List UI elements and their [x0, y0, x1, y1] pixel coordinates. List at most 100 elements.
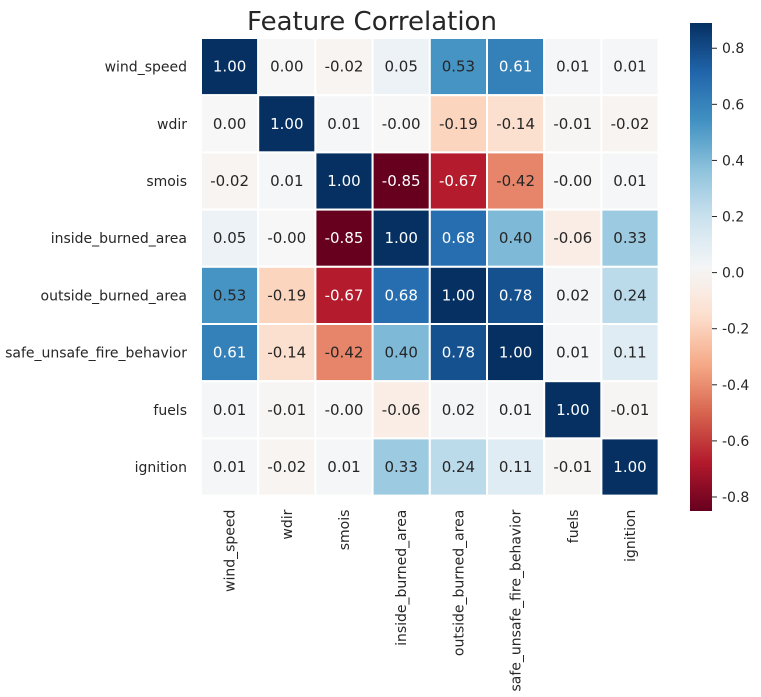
heatmap-cell	[600, 323, 660, 383]
heatmap-cell-value: -0.02	[267, 458, 306, 476]
heatmap-cell-value: 0.53	[213, 286, 246, 304]
chart-title: Feature Correlation	[247, 7, 497, 37]
y-tick-label: safe_unsafe_fire_behavior	[5, 346, 187, 362]
heatmap-cell-value: 0.02	[442, 401, 475, 419]
heatmap-cell-value: 0.05	[213, 229, 246, 247]
heatmap-cell	[600, 380, 660, 440]
heatmap-cell-value: 0.02	[556, 286, 589, 304]
heatmap-cell	[428, 151, 488, 211]
heatmap-cell	[371, 265, 431, 325]
heatmap-cell-value: 0.01	[613, 172, 646, 190]
y-tick-label: smois	[146, 174, 187, 190]
x-tick-label: smois	[337, 510, 353, 551]
heatmap-cell	[486, 151, 546, 211]
colorbar-tick-label: 0.2	[722, 210, 744, 226]
heatmap-cell	[600, 37, 660, 97]
heatmap-cell-value: -0.67	[325, 286, 364, 304]
heatmap-cell	[257, 380, 317, 440]
colorbar-tick-label: 0.0	[722, 266, 744, 282]
x-tick-label: fuels	[566, 510, 582, 544]
x-tick-label: outside_burned_area	[451, 510, 467, 656]
heatmap-cell-value: 0.01	[213, 458, 246, 476]
heatmap-cell-value: -0.42	[496, 172, 535, 190]
heatmap-cell-value: 1.00	[556, 401, 589, 419]
heatmap-cell	[257, 94, 317, 154]
colorbar-tick-label: 0.6	[722, 97, 744, 113]
heatmap-cell-value: 1.00	[327, 172, 360, 190]
heatmap-cell-value: 0.53	[442, 58, 475, 76]
heatmap-cell-value: -0.02	[325, 58, 364, 76]
heatmap-cell	[200, 151, 260, 211]
heatmap-cell	[257, 323, 317, 383]
heatmap-cell	[486, 323, 546, 383]
heatmap-cell-value: 0.00	[213, 115, 246, 133]
heatmap-cell-value: 1.00	[384, 229, 417, 247]
heatmap-cell-value: 0.01	[213, 401, 246, 419]
heatmap-cell	[371, 437, 431, 497]
colorbar-tick-label: -0.4	[722, 378, 749, 394]
heatmap-cell	[314, 151, 374, 211]
heatmap-cell-value: 0.05	[384, 58, 417, 76]
heatmap-cell-value: -0.00	[553, 172, 592, 190]
x-tick-label: inside_burned_area	[394, 510, 410, 646]
heatmap-cell-value: -0.67	[439, 172, 478, 190]
heatmap-cell	[200, 437, 260, 497]
heatmap-cell-value: 0.40	[499, 229, 532, 247]
y-tick-label: fuels	[153, 403, 187, 419]
heatmap-cell	[314, 437, 374, 497]
heatmap-cell-value: -0.01	[553, 458, 592, 476]
heatmap-cell-value: 0.68	[442, 229, 475, 247]
heatmap-cell	[200, 37, 260, 97]
heatmap-cell	[371, 151, 431, 211]
heatmap-cell-value: -0.85	[382, 172, 421, 190]
y-tick-label: wdir	[157, 117, 187, 133]
heatmap-cell-value: -0.00	[382, 115, 421, 133]
heatmap-cell-labels: 1.00 0.00 -0.02 0.05 0.53 0.61 0.01 0.01 0.00 1.0…	[210, 58, 649, 476]
heatmap-cell-value: 0.11	[499, 458, 532, 476]
heatmap-cell-value: -0.00	[325, 401, 364, 419]
heatmap-cell	[486, 437, 546, 497]
heatmap-cell-value: -0.42	[325, 344, 364, 362]
heatmap-cell-value: -0.06	[382, 401, 421, 419]
heatmap-cell-value: -0.01	[553, 115, 592, 133]
colorbar-gradient	[690, 23, 712, 511]
heatmap-cell-value: 0.01	[327, 458, 360, 476]
heatmap-cell-value: 1.00	[213, 58, 246, 76]
heatmap-cell	[428, 265, 488, 325]
heatmap-cell-value: -0.19	[439, 115, 478, 133]
heatmap-cell	[486, 380, 546, 440]
heatmap-cell-value: -0.19	[267, 286, 306, 304]
heatmap-cell-value: 0.01	[556, 58, 589, 76]
heatmap-cell	[543, 380, 603, 440]
heatmap-cell-value: 0.00	[270, 58, 303, 76]
heatmap-cell-value: 1.00	[270, 115, 303, 133]
y-tick-label: outside_burned_area	[41, 288, 187, 304]
y-tick-label: wind_speed	[105, 60, 187, 76]
heatmap-cell	[543, 151, 603, 211]
heatmap-cell-value: 0.01	[499, 401, 532, 419]
y-tick-label: ignition	[135, 460, 187, 476]
heatmap-cell-value: 0.01	[556, 344, 589, 362]
colorbar-tick-label: 0.8	[722, 41, 744, 57]
x-tick-label: ignition	[623, 510, 639, 562]
heatmap-cell-value: -0.01	[611, 401, 650, 419]
heatmap-cell	[428, 437, 488, 497]
colorbar: 0.8 0.6 0.4 0.2 0.0 -0.2 -0.4 -0.6 -0.8	[690, 23, 749, 511]
heatmap-cell-value: 0.24	[613, 286, 646, 304]
heatmap-cell	[371, 94, 431, 154]
heatmap-cell-value: 0.40	[384, 344, 417, 362]
heatmap-cell-value: 0.01	[613, 58, 646, 76]
x-tick-label: wind_speed	[223, 510, 239, 592]
y-tick-label: inside_burned_area	[51, 231, 187, 247]
colorbar-tick-label: -0.2	[722, 322, 749, 338]
heatmap-cell-value: -0.85	[325, 229, 364, 247]
heatmap-cell	[543, 208, 603, 268]
heatmap-cell-value: -0.14	[496, 115, 535, 133]
x-tick-label: safe_unsafe_fire_behavior	[509, 509, 525, 691]
heatmap-cell-value: 0.68	[384, 286, 417, 304]
heatmap-cell	[314, 208, 374, 268]
heatmap-cell-value: 0.78	[499, 286, 532, 304]
heatmap-cell	[600, 151, 660, 211]
heatmap-cell	[428, 208, 488, 268]
